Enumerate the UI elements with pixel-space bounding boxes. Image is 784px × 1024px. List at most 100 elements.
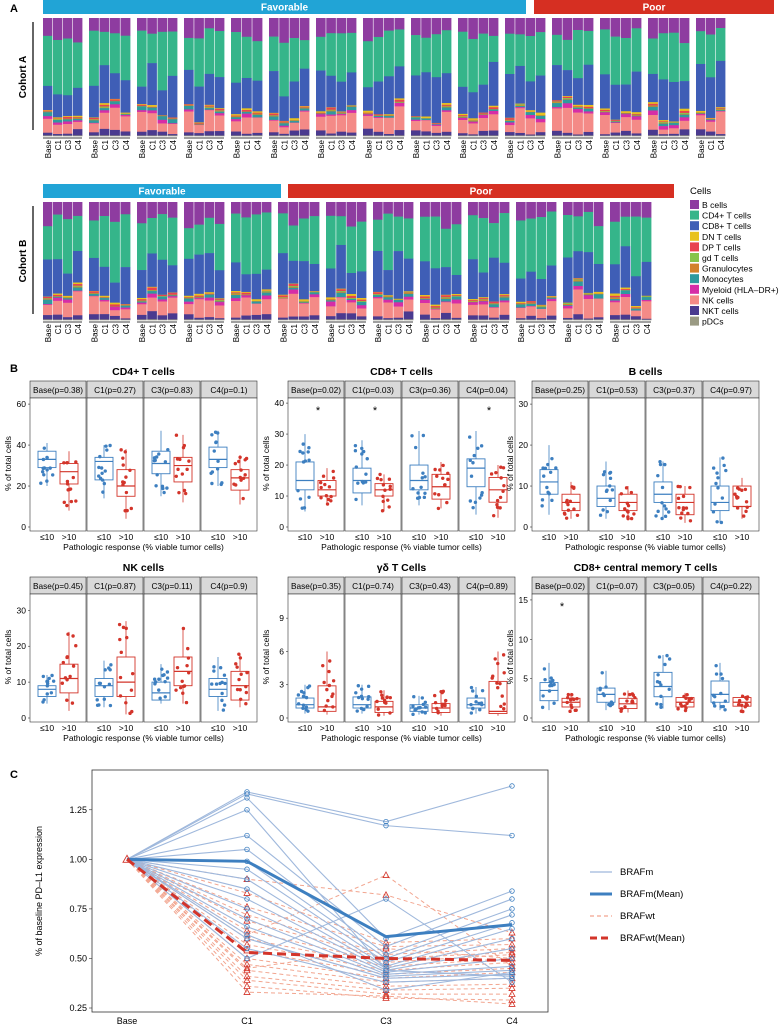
data-point: [551, 678, 555, 683]
bar-segment: [167, 292, 178, 296]
patient-bars: Base C1 C3 C4: [137, 18, 178, 158]
bar-segment: [99, 266, 110, 297]
bar-segment: [393, 216, 404, 252]
bar-segment: [316, 111, 326, 114]
timepoint-label: Base: [364, 139, 373, 158]
bar-segment: [326, 109, 336, 111]
bar-segment: [214, 202, 225, 225]
bar-segment: [516, 220, 526, 279]
data-point: [104, 444, 108, 448]
data-point: [494, 470, 498, 475]
bar-segment: [147, 63, 157, 106]
bar-segment: [289, 38, 300, 82]
timepoint-label: C1: [195, 139, 204, 150]
timepoint-label: C3: [670, 139, 679, 150]
bar-segment: [231, 114, 242, 116]
bar-segment: [231, 32, 242, 83]
patient-bars: Base C1 C3 C4: [610, 202, 652, 342]
bar-segment: [120, 318, 131, 320]
bar-segment: [147, 135, 157, 137]
bar-segment: [573, 289, 583, 315]
bar-segment: [252, 114, 263, 118]
facet-panel: [401, 397, 459, 532]
bar-segment: [73, 117, 83, 120]
data-point: [304, 695, 309, 700]
braf-m-marker: [509, 935, 515, 942]
data-point: [353, 443, 358, 448]
x-tick-label: ≤10: [298, 532, 312, 542]
bar-segment: [573, 30, 583, 79]
data-point: [181, 445, 186, 450]
data-point: [62, 500, 66, 505]
legend-item: NKT cells: [702, 306, 739, 316]
x-tick-label: ≤10: [211, 723, 225, 733]
facet-panel: [344, 397, 402, 532]
y-tick-label: 0: [279, 522, 284, 532]
timepoint-label: C3: [206, 139, 215, 150]
bar-segment: [394, 135, 405, 137]
box: [653, 481, 673, 503]
data-point: [108, 443, 112, 448]
bar-segment: [43, 85, 53, 111]
x-tick-label: ≤10: [542, 532, 556, 542]
facet: C3(p=0.83)≤10 >10: [143, 380, 201, 542]
data-point: [502, 702, 506, 706]
bar-segment: [120, 319, 131, 321]
data-point: [210, 470, 215, 474]
bar-segment: [299, 319, 309, 321]
data-point: [235, 665, 239, 669]
bar-segment: [279, 121, 289, 123]
bar-segment: [631, 115, 642, 117]
bar-segment: [431, 123, 442, 125]
data-point: [366, 684, 371, 689]
bar-segment: [63, 135, 73, 137]
bar-segment: [696, 110, 706, 113]
data-point: [656, 473, 660, 478]
data-point: [212, 449, 216, 453]
bar-segment: [621, 18, 631, 39]
legend-label: BRAFwt: [620, 911, 655, 922]
bar-segment: [299, 218, 309, 262]
bar-segment: [648, 110, 658, 116]
bar-segment: [384, 18, 394, 31]
bar-segment: [252, 113, 263, 116]
bar-segment: [288, 286, 299, 289]
box: [710, 485, 730, 512]
bar-segment: [363, 135, 373, 137]
bar-segment: [384, 30, 394, 77]
bar-segment: [583, 106, 594, 109]
data-point: [608, 471, 612, 475]
bar-segment: [546, 315, 557, 320]
timepoint-label: C3: [538, 323, 547, 334]
base-marker: [122, 854, 132, 863]
bar-segment: [356, 316, 367, 320]
x-tick-label: >10: [377, 532, 392, 542]
bar-segment: [147, 18, 157, 34]
data-point: [45, 679, 49, 684]
data-point: [375, 699, 379, 704]
bar-segment: [326, 133, 336, 136]
data-point: [474, 700, 478, 704]
x-tick-label: ≤10: [469, 723, 483, 733]
x-tick-label: >10: [377, 723, 392, 733]
timepoint-label: C4: [169, 323, 178, 334]
bar-segment: [441, 297, 451, 299]
bar-segment: [137, 110, 147, 113]
data-point: [238, 656, 243, 660]
bar-segment: [261, 290, 272, 292]
bar-segment: [204, 135, 215, 137]
timepoint-label: C1: [101, 139, 110, 150]
bar-segment: [184, 37, 194, 71]
data-point: [61, 660, 66, 665]
bar-segment: [384, 135, 394, 137]
banner-label: Favorable: [261, 3, 309, 14]
bar-segment: [110, 306, 120, 311]
braf-wt-line: [126, 858, 513, 934]
bar-segment: [658, 129, 669, 135]
bar-segment: [157, 296, 168, 300]
x-tick-label: ≤10: [298, 723, 312, 733]
patient-bars: Base C1 C3 C4: [468, 202, 510, 342]
bar-segment: [326, 299, 336, 301]
data-point: [550, 498, 554, 503]
